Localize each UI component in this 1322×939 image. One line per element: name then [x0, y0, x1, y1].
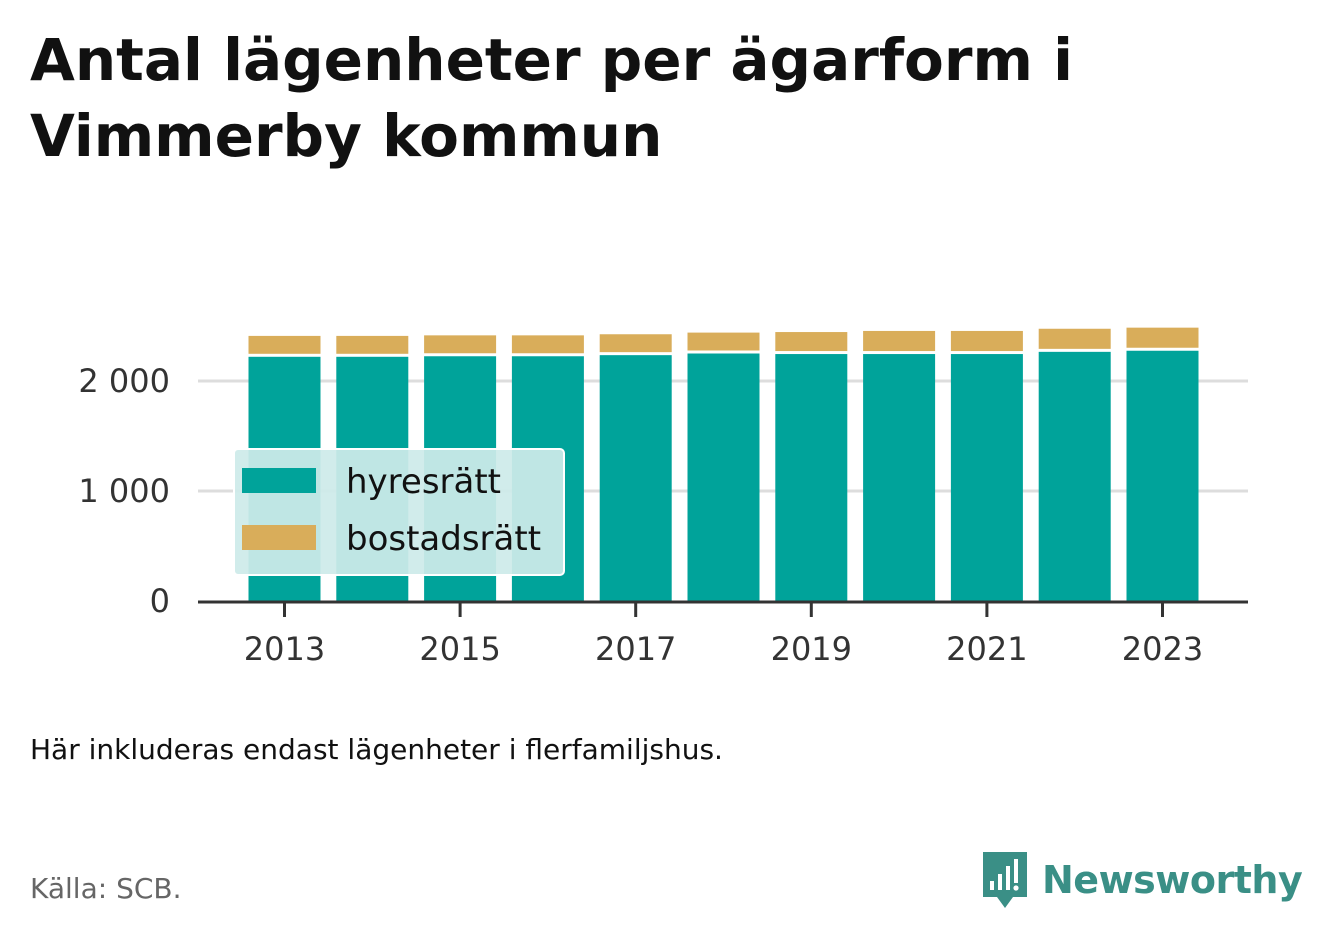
bar-hyresratt: [775, 354, 848, 601]
legend-background: [233, 448, 565, 576]
bar-bostadsratt: [1038, 328, 1111, 349]
x-tick-label: 2013: [244, 630, 325, 668]
chart-note: Här inkluderas endast lägenheter i flerf…: [30, 733, 723, 766]
bar-bostadsratt: [863, 330, 936, 352]
x-tick-label: 2015: [419, 630, 500, 668]
bar-bostadsratt: [336, 335, 409, 354]
bar-hyresratt: [863, 354, 936, 601]
y-tick-label: 2 000: [78, 362, 170, 400]
bar-bostadsratt: [424, 335, 497, 354]
chart-title: Antal lägenheter per ägarform i Vimmerby…: [30, 26, 1074, 170]
bar-hyresratt: [599, 355, 672, 601]
legend-label-hyresratt: hyresrätt: [346, 462, 501, 502]
legend-swatch-hyresratt: [242, 468, 316, 493]
y-tick-label: 0: [150, 582, 170, 620]
x-tick-label: 2023: [1122, 630, 1203, 668]
bar-hyresratt: [1126, 350, 1199, 601]
bar-hyresratt: [687, 353, 760, 601]
bar-hyresratt: [1038, 351, 1111, 601]
bar-bostadsratt: [599, 334, 672, 353]
x-tick-label: 2017: [595, 630, 676, 668]
x-tick-label: 2021: [946, 630, 1027, 668]
brand-logo: Newsworthy: [980, 848, 1303, 912]
bar-bostadsratt: [775, 332, 848, 352]
bar-bostadsratt: [950, 330, 1023, 352]
newsworthy-logo-icon: [983, 852, 1027, 908]
bar-bostadsratt: [1126, 327, 1199, 348]
y-tick-label: 1 000: [78, 472, 170, 510]
brand-name: Newsworthy: [1042, 858, 1303, 902]
x-tick-label: 2019: [771, 630, 852, 668]
bar-bostadsratt: [511, 335, 584, 354]
stacked-bar-chart: 0 1 000 2 000 2013 2015 2017 2019 2021 2023 hyre…: [78, 327, 1248, 668]
bar-bostadsratt: [687, 332, 760, 351]
legend-label-bostadsratt: bostadsrätt: [346, 519, 541, 559]
source-credit: Källa: SCB.: [30, 872, 182, 905]
legend: hyresrätt bostadsrätt: [233, 448, 565, 576]
bar-bostadsratt: [248, 335, 321, 354]
legend-swatch-bostadsratt: [242, 525, 316, 550]
bar-hyresratt: [950, 354, 1023, 601]
axes: 0 1 000 2 000 2013 2015 2017 2019 2021 2023: [78, 362, 1248, 668]
